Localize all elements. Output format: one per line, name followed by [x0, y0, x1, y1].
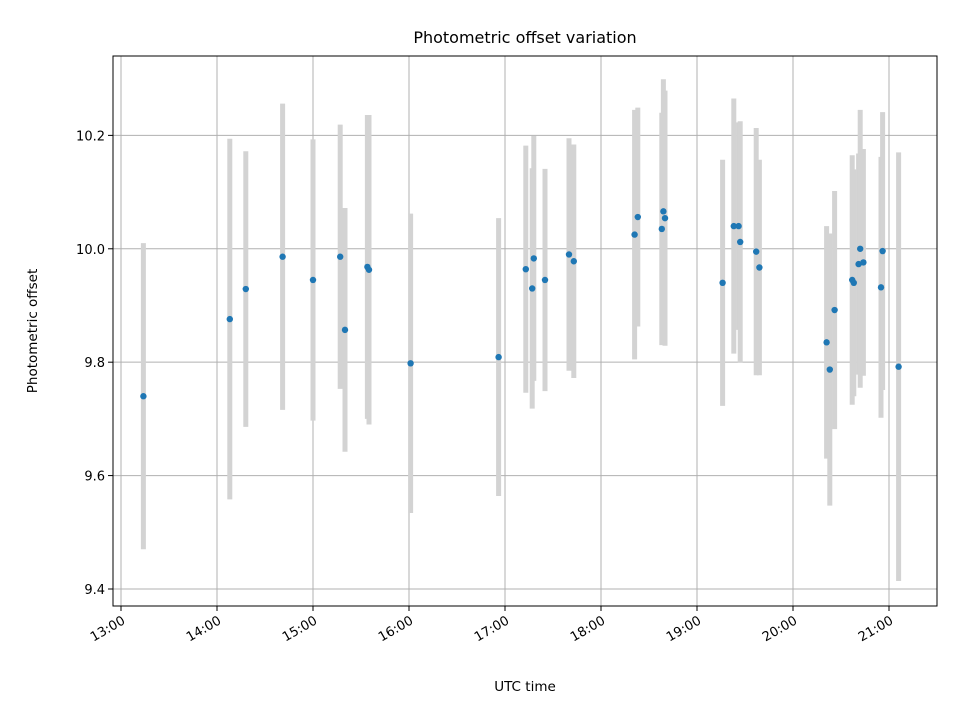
data-point	[737, 238, 744, 246]
data-points	[140, 208, 902, 400]
y-tick-label: 10.0	[76, 243, 105, 258]
chart-title: Photometric offset variation	[413, 28, 636, 47]
data-point	[850, 279, 857, 287]
data-point	[634, 213, 641, 221]
data-point	[877, 284, 885, 291]
data-point	[730, 222, 737, 230]
data-point	[309, 276, 317, 284]
data-point	[855, 260, 862, 268]
data-point	[140, 393, 147, 400]
y-axis-ticks: 9.4 9.6 9.8 10.0 10.2	[76, 129, 113, 598]
data-point	[279, 253, 286, 260]
y-tick-label: 9.8	[84, 356, 105, 371]
data-point	[660, 208, 667, 215]
x-tick-label: 13:00	[88, 613, 128, 645]
data-point	[895, 363, 902, 370]
data-point	[753, 248, 760, 255]
data-point	[823, 339, 830, 346]
data-point	[529, 285, 536, 292]
data-point	[756, 264, 763, 271]
y-tick-label: 10.2	[76, 129, 105, 144]
data-point	[242, 285, 249, 293]
data-point	[719, 279, 726, 287]
plot-frame	[112, 55, 938, 607]
data-point	[565, 251, 573, 258]
x-axis-ticks: 13:00 14:00 15:00 16:00 17:00 18:00 19:00 20:00…	[88, 606, 896, 645]
data-point	[879, 247, 886, 255]
data-point	[337, 253, 344, 260]
x-tick-label: 19:00	[664, 613, 704, 645]
x-axis-label: UTC time	[494, 679, 556, 695]
x-tick-label: 20:00	[760, 613, 800, 645]
data-point	[661, 214, 669, 222]
data-point	[522, 265, 529, 273]
data-point	[658, 225, 665, 233]
x-tick-label: 17:00	[472, 613, 512, 645]
data-point	[826, 366, 833, 373]
data-point	[365, 266, 373, 273]
x-tick-label: 14:00	[184, 613, 224, 645]
data-point	[735, 222, 742, 230]
x-tick-label: 16:00	[376, 613, 416, 645]
data-point	[541, 276, 549, 284]
x-tick-label: 21:00	[856, 613, 896, 645]
y-axis-label: Photometric offset	[25, 269, 41, 393]
data-point	[857, 245, 864, 252]
x-tick-label: 15:00	[280, 613, 320, 645]
data-point	[831, 306, 838, 314]
data-point	[570, 258, 577, 265]
data-point	[495, 353, 502, 361]
y-tick-label: 9.4	[84, 583, 105, 598]
data-point	[407, 360, 414, 367]
data-point	[631, 231, 638, 238]
y-tick-label: 9.6	[84, 470, 105, 485]
data-point	[226, 315, 233, 323]
error-bars	[140, 79, 902, 582]
x-tick-label: 18:00	[568, 613, 608, 645]
data-point	[530, 255, 537, 262]
data-point	[341, 326, 349, 334]
data-point	[860, 259, 867, 266]
